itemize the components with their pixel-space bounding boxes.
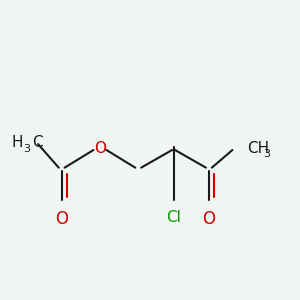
- Text: O: O: [94, 141, 106, 156]
- Text: CH: CH: [247, 141, 269, 156]
- Text: Cl: Cl: [166, 210, 181, 225]
- Text: O: O: [55, 210, 68, 228]
- Text: O: O: [202, 210, 215, 228]
- Text: 3: 3: [263, 149, 270, 159]
- Text: 3: 3: [24, 143, 31, 154]
- Text: H: H: [12, 135, 23, 150]
- Text: C: C: [32, 135, 43, 150]
